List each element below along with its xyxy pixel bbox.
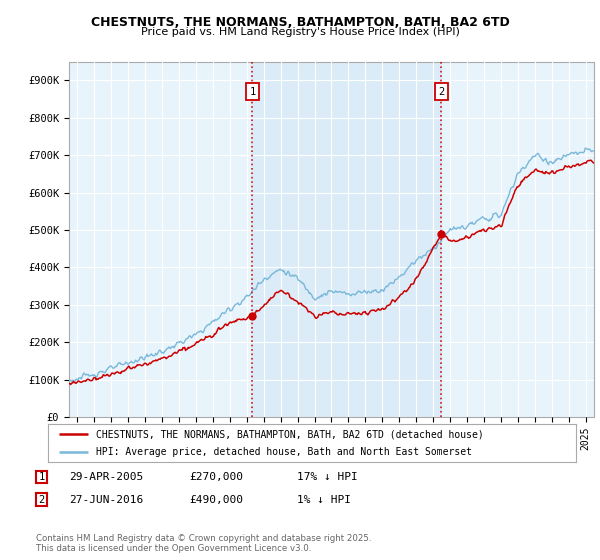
Text: £270,000: £270,000 xyxy=(189,472,243,482)
Text: 2: 2 xyxy=(438,87,445,96)
Text: HPI: Average price, detached house, Bath and North East Somerset: HPI: Average price, detached house, Bath… xyxy=(95,447,472,457)
Text: 27-JUN-2016: 27-JUN-2016 xyxy=(69,494,143,505)
Text: 2: 2 xyxy=(38,494,45,505)
Text: Contains HM Land Registry data © Crown copyright and database right 2025.
This d: Contains HM Land Registry data © Crown c… xyxy=(36,534,371,553)
Text: Price paid vs. HM Land Registry's House Price Index (HPI): Price paid vs. HM Land Registry's House … xyxy=(140,27,460,37)
Text: 17% ↓ HPI: 17% ↓ HPI xyxy=(297,472,358,482)
Text: CHESTNUTS, THE NORMANS, BATHAMPTON, BATH, BA2 6TD: CHESTNUTS, THE NORMANS, BATHAMPTON, BATH… xyxy=(91,16,509,29)
Text: £490,000: £490,000 xyxy=(189,494,243,505)
Text: 29-APR-2005: 29-APR-2005 xyxy=(69,472,143,482)
Text: CHESTNUTS, THE NORMANS, BATHAMPTON, BATH, BA2 6TD (detached house): CHESTNUTS, THE NORMANS, BATHAMPTON, BATH… xyxy=(95,429,483,439)
Bar xyxy=(253,62,442,417)
Text: 1: 1 xyxy=(249,87,256,96)
Text: 1% ↓ HPI: 1% ↓ HPI xyxy=(297,494,351,505)
Text: 1: 1 xyxy=(38,472,45,482)
